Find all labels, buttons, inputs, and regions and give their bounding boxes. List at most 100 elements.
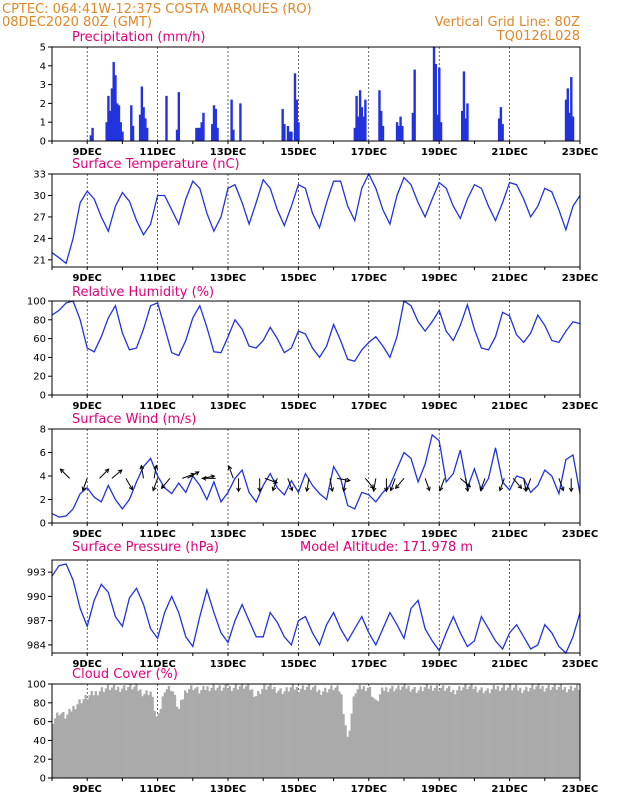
temperature-xtick-label: 13DEC: [210, 273, 246, 284]
precip-bar: [395, 122, 399, 141]
wind-arrow: [438, 478, 445, 492]
temperature-ytick-label: 33: [33, 170, 46, 181]
header-location: CPTEC: 064:41W-12:37S COSTA MARQUES (RO): [2, 2, 312, 17]
cloud-column: [92, 695, 95, 778]
cloud-column: [153, 710, 156, 778]
precip-bar: [381, 125, 385, 141]
cloud-column: [324, 687, 327, 778]
precip-xtick-label: 19DEC: [421, 147, 457, 158]
wind-arrow: [384, 478, 389, 493]
wind-ytick-label: 0: [40, 519, 46, 530]
precip-bar: [140, 86, 144, 141]
cloud-column: [555, 689, 558, 778]
cloud-column: [342, 713, 345, 778]
wind-arrow: [479, 478, 486, 492]
wind-arrow: [304, 478, 310, 493]
cloud-column: [421, 691, 424, 778]
cloud-column: [567, 689, 571, 778]
cloud-column: [76, 704, 79, 778]
wind-arrow: [341, 478, 347, 493]
cloud-column: [476, 692, 479, 778]
cloud-column: [167, 685, 171, 778]
cloud-column: [263, 684, 266, 778]
cloud-column: [456, 690, 459, 778]
cloud-column: [82, 699, 85, 778]
precip-bar: [131, 125, 135, 141]
humidity-title: Relative Humidity (%): [72, 285, 214, 300]
precip-ytick-label: 0: [40, 137, 46, 148]
cloud-column: [161, 696, 164, 778]
cloud-column: [356, 689, 359, 778]
cloud-column: [380, 687, 384, 778]
pressure-xtick-label: 9DEC: [72, 659, 101, 670]
precip-bar: [195, 127, 198, 141]
cloud-column: [64, 718, 67, 778]
wind-arrow: [337, 477, 351, 483]
cloud-column: [358, 685, 361, 778]
precip-bar: [202, 112, 205, 141]
cloud-column: [517, 690, 520, 778]
wind-arrow: [558, 478, 565, 492]
cloud-column: [571, 690, 575, 778]
precip-bar: [108, 110, 112, 141]
cloud-column: [188, 689, 191, 778]
cloud-xtick-label: 13DEC: [210, 784, 246, 795]
wind-arrow: [464, 478, 470, 493]
cloud-column: [173, 694, 177, 778]
cloud-column: [350, 713, 353, 778]
cloud-column: [387, 692, 390, 778]
cloud-column: [313, 685, 317, 778]
cloud-column: [204, 690, 207, 778]
cloud-column: [512, 687, 516, 778]
cloud-column: [184, 690, 187, 778]
cloud-column: [411, 689, 414, 778]
cloud-column: [165, 689, 169, 778]
cloud-column: [553, 684, 556, 778]
cloud-column: [192, 690, 195, 778]
cloud-column: [303, 689, 307, 778]
pressure-xtick-label: 19DEC: [421, 659, 457, 670]
cloud-column: [478, 689, 481, 778]
precip-bar: [142, 107, 145, 141]
cloud-column: [498, 690, 502, 778]
cloud-column: [297, 692, 301, 778]
cloud-column: [496, 685, 500, 778]
wind-arrow: [329, 478, 335, 493]
cloud-column: [346, 736, 349, 778]
cloud-column: [147, 695, 150, 778]
cloud-column: [289, 687, 292, 778]
precip-bar: [568, 112, 571, 141]
cloud-column: [175, 706, 179, 778]
cloud-column: [577, 690, 581, 778]
cloud-column: [206, 686, 209, 778]
cloud-column: [407, 685, 410, 778]
cloud-column: [311, 687, 315, 778]
cloud-column: [80, 703, 83, 778]
humidity-ytick-label: 40: [33, 353, 46, 364]
cloud-column: [569, 685, 573, 778]
cloud-column: [502, 684, 506, 778]
precip-bar: [566, 88, 569, 141]
cloud-column: [119, 691, 122, 778]
wind-arrow: [287, 478, 294, 492]
cloud-column: [305, 687, 309, 778]
humidity-xtick-label: 9DEC: [72, 401, 101, 412]
humidity-xtick-label: 21DEC: [491, 401, 527, 412]
pressure-ytick-label: 990: [27, 592, 46, 603]
cloud-column: [232, 687, 236, 778]
cloud-column: [527, 691, 530, 778]
precip-bar: [464, 118, 467, 141]
precip-bar: [145, 127, 149, 141]
cloud-column: [409, 691, 412, 778]
cloud-column: [510, 690, 514, 778]
cloud-column: [551, 686, 554, 778]
cloud-column: [222, 687, 225, 778]
cloud-column: [169, 690, 173, 778]
precip-bar: [107, 95, 110, 141]
cloud-column: [121, 688, 124, 778]
precip-bar: [436, 114, 439, 141]
cloud-xtick-label: 11DEC: [139, 784, 175, 795]
precip-xtick-label: 21DEC: [491, 147, 527, 158]
cloud-column: [531, 684, 534, 778]
